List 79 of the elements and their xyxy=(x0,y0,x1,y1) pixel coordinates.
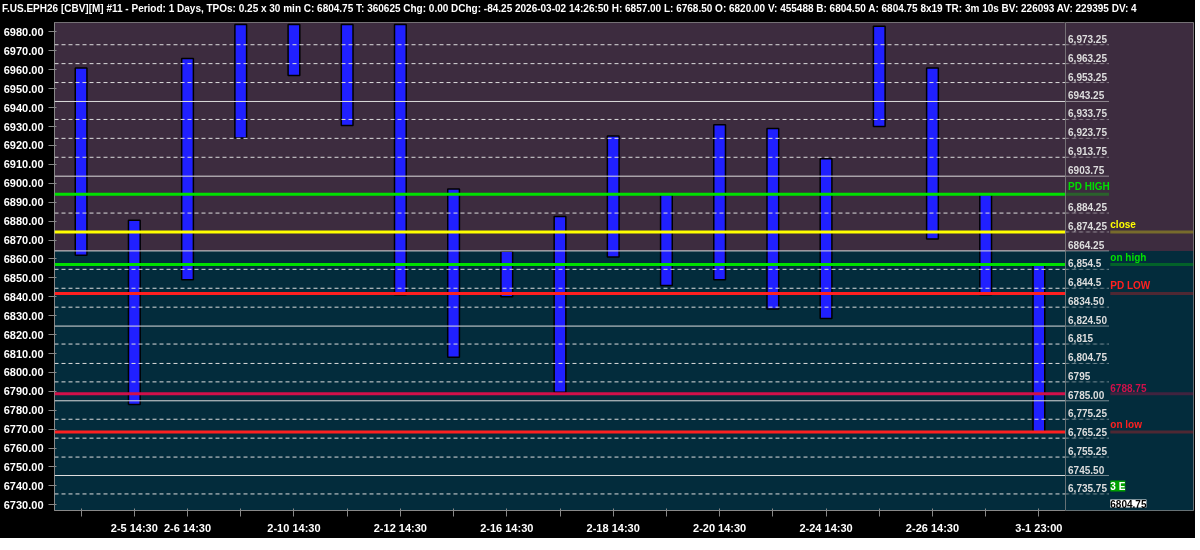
bar xyxy=(606,135,620,258)
ref-line-label: on high xyxy=(1110,251,1147,263)
ref-line-label: 6,884.25 xyxy=(1068,202,1108,214)
ref-line-label: 6,775.25 xyxy=(1068,408,1108,420)
y-tick-label: 6920.00 xyxy=(3,139,44,152)
ref-line-label: 6,963.25 xyxy=(1068,52,1108,64)
y-tick-label: 6850.00 xyxy=(3,271,44,284)
y-tick-label: 6880.00 xyxy=(3,215,44,228)
y-tick-label: 6930.00 xyxy=(3,120,44,133)
ref-line-label: 6,953.25 xyxy=(1068,71,1108,83)
y-tick-label: 6840.00 xyxy=(3,290,44,303)
x-tick-label: 2-5 14:30 xyxy=(110,521,158,534)
y-tick-label: 6830.00 xyxy=(3,309,44,322)
y-tick-label: 6750.00 xyxy=(3,461,44,473)
ref-line-label: 6,844.5 xyxy=(1068,277,1102,289)
y-tick-label: 6770.00 xyxy=(3,423,44,436)
ref-line-label: 6943.25 xyxy=(1068,90,1105,102)
ref-line-label: 6,824.50 xyxy=(1068,315,1108,327)
ref-line-label: 6,765.25 xyxy=(1068,427,1108,439)
ref-line-label: 6,804.75 xyxy=(1068,352,1108,364)
ref-line-label: 6,923.75 xyxy=(1068,127,1108,139)
x-tick-label: 2-26 14:30 xyxy=(905,521,960,534)
chart-title: F.US.EPH26 [CBV][M] #11 - Period: 1 Days, TPOs: 0.25 x 30 min C: 6804.75 T: 360625 Chg: 0.00 DChg: -84.25 2026-03-02 14:26:50 H: 6857.00 L: 6768.50 O: 6820.00 V: 455488 B: 6804.50 A: 6804.75 8x19 TR: 3m 10s BV: 226093 AV: 229395 DV: 4 xyxy=(2,2,1137,16)
text: 6804.75 xyxy=(1110,498,1147,510)
x-tick-label: 3-1 23:00 xyxy=(1015,521,1063,534)
ref-line-label: 6795 xyxy=(1068,370,1091,382)
x-tick-label: 2-12 14:30 xyxy=(373,521,427,534)
x-tick-label: 2-6 14:30 xyxy=(163,521,212,534)
bar xyxy=(340,23,354,127)
ref-line-label: 6,755.25 xyxy=(1068,446,1108,458)
x-tick-label: 2-18 14:30 xyxy=(586,521,640,534)
ref-line-label: 6,874.25 xyxy=(1068,220,1108,232)
ref-line-label: 6785.00 xyxy=(1068,389,1105,401)
ref-line-label: 6834.50 xyxy=(1068,296,1105,308)
x-tick-label: 2-10 14:30 xyxy=(267,521,321,534)
y-tick-label: 6800.00 xyxy=(3,366,44,379)
ref-line-label: 6864.25 xyxy=(1068,239,1105,251)
bar xyxy=(872,25,886,128)
y-tick-label: 6820.00 xyxy=(3,328,44,341)
y-tick-label: 6810.00 xyxy=(3,347,44,360)
ref-line-label: 6,815 xyxy=(1068,333,1094,345)
y-tick-label: 6790.00 xyxy=(3,385,44,398)
ref-line-label: 6,973.25 xyxy=(1068,33,1108,45)
bar xyxy=(287,23,301,77)
ref-line-label: 6,933.75 xyxy=(1068,108,1108,120)
y-tick-label: 6890.00 xyxy=(3,196,44,209)
y-tick-label: 6740.00 xyxy=(3,479,44,492)
ref-line-label: 6745.50 xyxy=(1068,464,1105,476)
bar xyxy=(74,67,88,256)
x-tick-label: 2-24 14:30 xyxy=(799,521,853,534)
y-tick-label: 6780.00 xyxy=(3,404,44,417)
y-tick-label: 6970.00 xyxy=(3,44,44,57)
y-tick-label: 6940.00 xyxy=(3,101,44,114)
y-tick-label: 6730.00 xyxy=(3,498,44,511)
ref-line-label: PD HIGH xyxy=(1068,181,1110,193)
bar xyxy=(180,57,195,281)
y-tick-label: 6760.00 xyxy=(3,442,44,455)
y-tick-label: 6860.00 xyxy=(3,252,44,265)
y-tick-label: 6910.00 xyxy=(3,158,44,171)
ref-line-label: 6788.75 xyxy=(1110,382,1147,394)
ref-line-label: on low xyxy=(1110,419,1143,430)
y-tick-label: 6960.00 xyxy=(3,63,44,76)
text: 3 E xyxy=(1110,480,1126,492)
ref-line-label: close xyxy=(1110,218,1137,230)
y-tick-label: 6950.00 xyxy=(3,82,44,95)
x-tick-label: 2-16 14:30 xyxy=(480,521,534,534)
bar xyxy=(234,23,248,139)
ref-line-label: 6,854.5 xyxy=(1068,258,1102,270)
x-tick-label: 2-20 14:30 xyxy=(693,521,747,534)
y-tick-label: 6980.00 xyxy=(3,25,44,38)
y-tick-label: 6870.00 xyxy=(3,234,44,247)
bar xyxy=(925,67,940,240)
ref-line-label: 6,735.75 xyxy=(1068,482,1108,494)
bar xyxy=(553,215,567,394)
bar xyxy=(393,23,407,296)
y-tick-label: 6900.00 xyxy=(3,177,44,190)
ref-line-label: 6,913.75 xyxy=(1068,146,1108,158)
ref-line-label: 6903.75 xyxy=(1068,165,1105,177)
ref-line-label: PD LOW xyxy=(1110,280,1151,292)
